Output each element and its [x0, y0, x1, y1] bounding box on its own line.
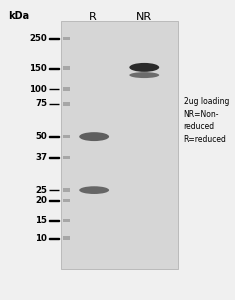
FancyArrow shape	[49, 200, 59, 201]
Ellipse shape	[129, 63, 159, 72]
Text: NR: NR	[136, 12, 152, 22]
Text: 75: 75	[35, 99, 47, 108]
FancyArrow shape	[49, 220, 59, 221]
Text: 100: 100	[29, 85, 47, 94]
FancyArrow shape	[49, 103, 59, 104]
Bar	[61, 21, 178, 269]
FancyArrow shape	[49, 136, 59, 137]
FancyArrow shape	[49, 157, 59, 158]
Bar	[63, 102, 70, 106]
Text: R: R	[89, 12, 97, 22]
Text: 2ug loading
NR=Non-
reduced
R=reduced: 2ug loading NR=Non- reduced R=reduced	[184, 97, 229, 143]
Bar	[63, 37, 70, 40]
Bar	[63, 87, 70, 91]
Text: 37: 37	[35, 153, 47, 162]
FancyArrow shape	[49, 68, 59, 69]
Text: 50: 50	[35, 132, 47, 141]
Bar	[63, 188, 70, 192]
Text: 250: 250	[29, 34, 47, 43]
Text: 10: 10	[35, 234, 47, 243]
Text: 20: 20	[35, 196, 47, 205]
Ellipse shape	[79, 186, 109, 194]
Text: 15: 15	[35, 216, 47, 225]
Text: 150: 150	[29, 64, 47, 73]
Bar	[63, 236, 70, 240]
FancyArrow shape	[49, 38, 59, 39]
Text: 25: 25	[35, 186, 47, 195]
Ellipse shape	[79, 132, 109, 141]
Bar	[63, 135, 70, 138]
Ellipse shape	[129, 72, 159, 78]
Bar	[63, 199, 70, 202]
Bar	[63, 156, 70, 159]
Bar	[63, 67, 70, 70]
Bar	[63, 219, 70, 222]
Text: kDa: kDa	[8, 11, 29, 21]
